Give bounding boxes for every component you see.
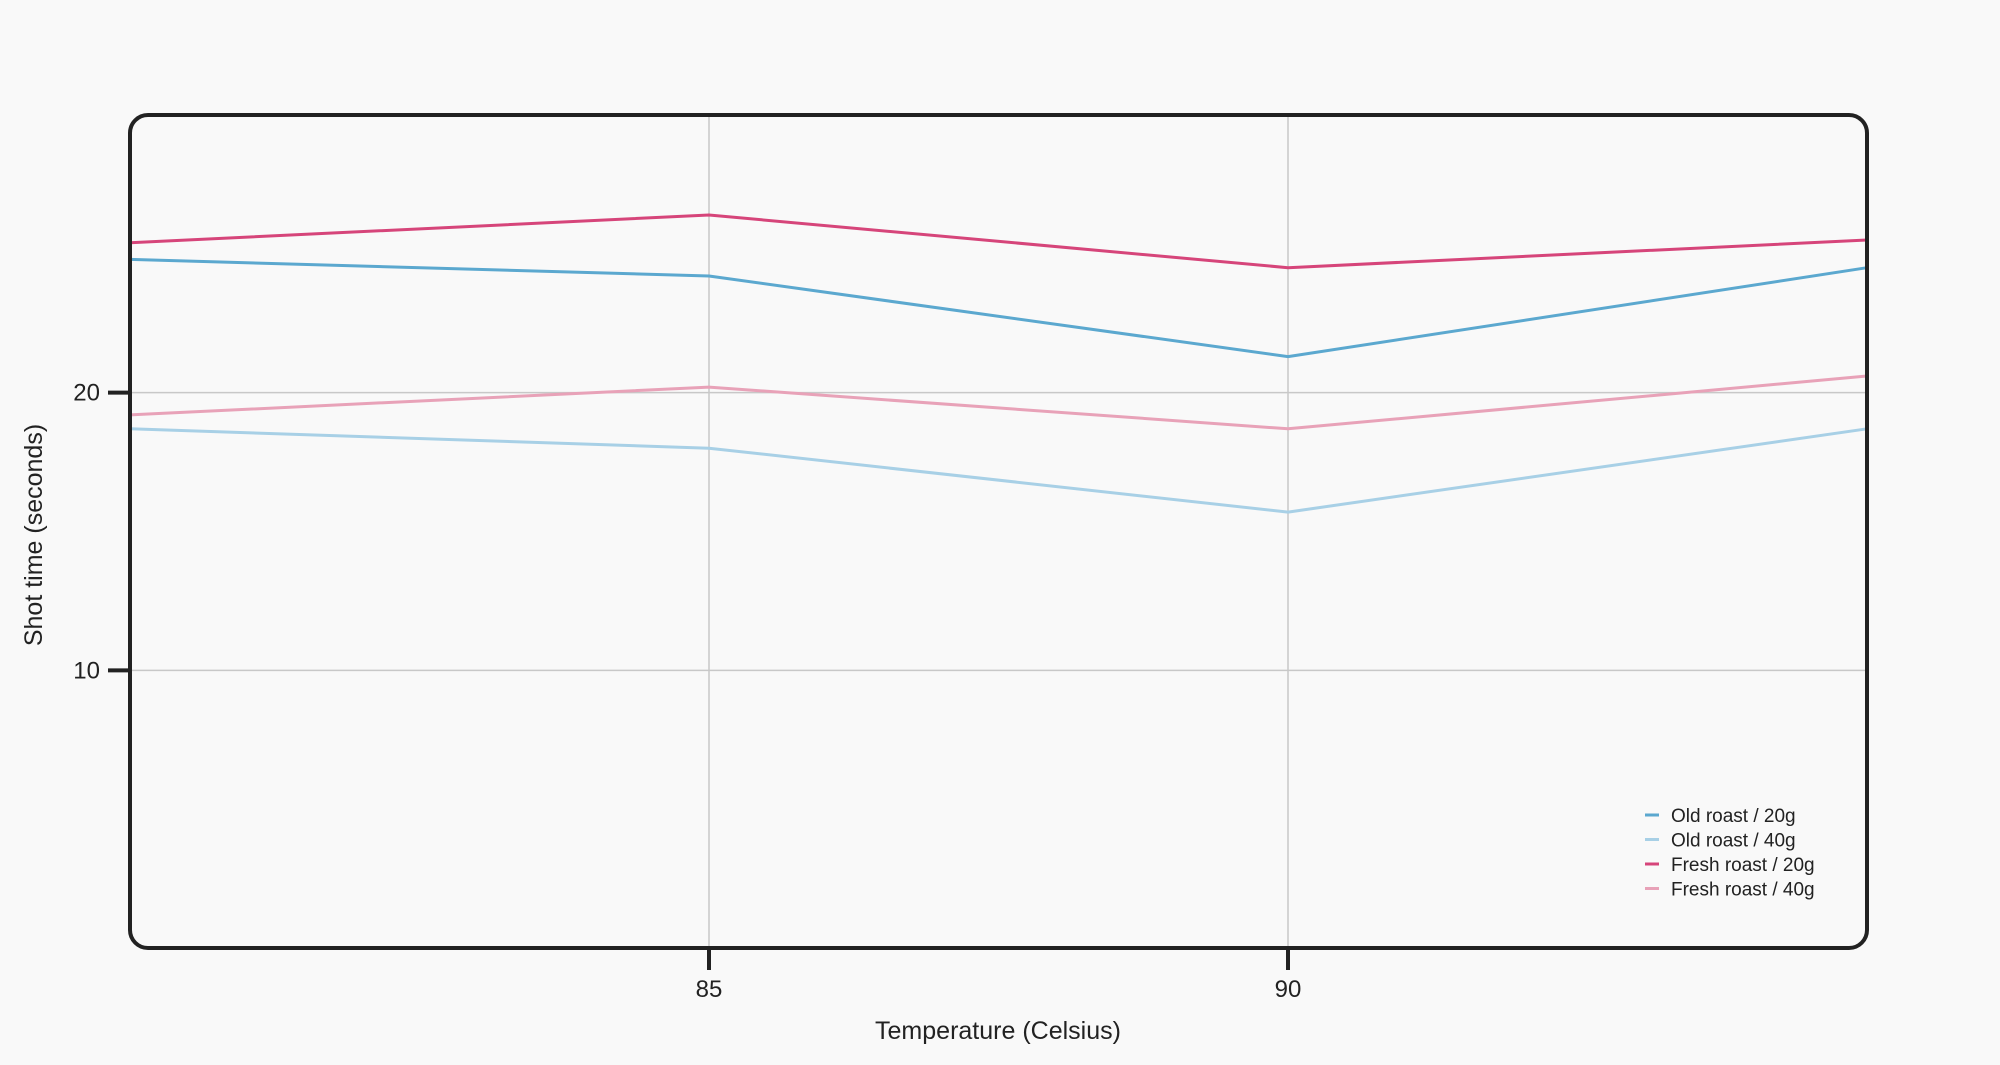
y-tick-label: 20 (73, 380, 100, 407)
series-line (128, 374, 1869, 431)
x-tick-label: 85 (696, 976, 723, 1003)
y-tick-label: 10 (73, 657, 100, 684)
x-tick-label: 90 (1275, 976, 1302, 1003)
legend-label: Old roast / 20g (1671, 806, 1796, 827)
series-line (128, 427, 1869, 514)
legend-label: Fresh roast / 20g (1671, 855, 1815, 876)
axes: 85 90 10 20 (73, 380, 1301, 1003)
plot-frame (128, 113, 1869, 950)
series-lines (128, 213, 1869, 514)
x-axis-title: Temperature (Celsius) (875, 1017, 1121, 1045)
series-line (128, 213, 1869, 270)
y-axis-title: Shot time (seconds) (20, 424, 48, 646)
legend-label: Fresh roast / 40g (1671, 880, 1815, 901)
series-line (128, 257, 1869, 359)
legend-label: Old roast / 40g (1671, 831, 1796, 852)
gridlines (130, 115, 1867, 948)
legend: Old roast / 20g Old roast / 40g Fresh roas… (1645, 806, 1815, 901)
